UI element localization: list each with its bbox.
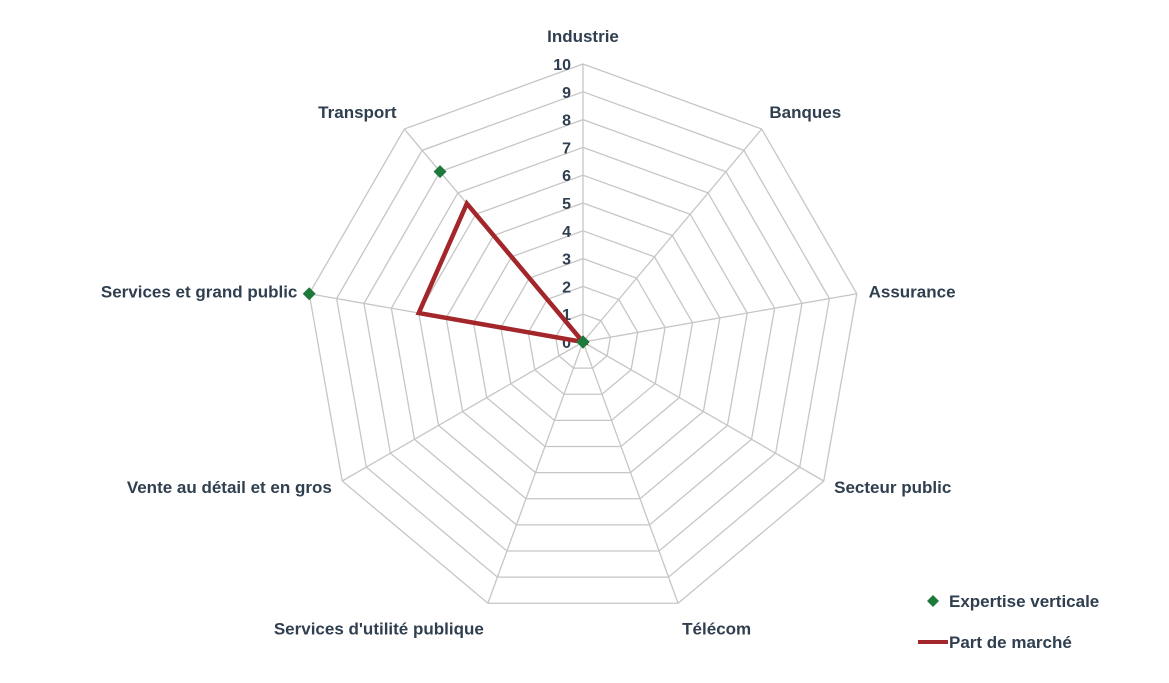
series-marker-0-7 [302,287,316,301]
series-layer [302,165,590,349]
grid-ring-3 [500,257,666,422]
tick-label-7: 7 [562,140,571,157]
legend-item-part-de-marche: Part de marché [918,633,1072,652]
grid-ring-5 [445,202,721,474]
grid-ring-8 [363,118,803,552]
category-label-3: Secteur public [834,478,951,497]
spoke-5 [487,341,584,604]
tick-label-0: 0 [562,335,571,352]
series-marker-0-8 [433,165,447,179]
radial-axis-ticks: 0 1 2 3 4 5 6 7 8 9 10 [553,57,571,352]
tick-label-5: 5 [562,196,571,213]
category-label-8: Transport [318,103,397,122]
tick-label-6: 6 [562,168,571,185]
category-label-5: Services d'utilité publique [274,620,484,639]
legend-item-expertise: Expertise verticale [927,592,1099,611]
tick-label-10: 10 [553,57,571,74]
series-marker-0-6 [576,335,590,349]
legend: Expertise verticale Part de marché [918,592,1099,652]
grid-ring-9 [335,91,831,578]
radar-grid [308,63,858,604]
tick-label-1: 1 [562,307,571,324]
category-labels: Industrie Banques Assurance Secteur public T… [101,27,956,639]
grid-ring-1 [554,313,612,369]
category-label-0: Industrie [547,27,619,46]
grid-ring-6 [418,174,748,500]
spoke-1 [582,128,763,343]
spoke-6 [341,341,584,482]
legend-diamond-marker [927,595,939,607]
tick-label-9: 9 [562,85,571,102]
grid-ring-2 [527,285,639,395]
category-label-6: Vente au détail et en gros [127,478,332,497]
spoke-4 [582,341,679,604]
spoke-3 [582,341,825,482]
legend-label-part-de-marche: Part de marché [949,633,1072,652]
spoke-2 [582,293,857,343]
tick-label-2: 2 [562,279,571,296]
tick-label-4: 4 [562,224,571,241]
category-label-2: Assurance [869,283,956,302]
grid-ring-10 [308,63,858,604]
category-label-1: Banques [769,103,841,122]
category-label-4: Télécom [682,620,751,639]
grid-ring-7 [390,146,776,526]
tick-label-8: 8 [562,113,571,130]
series-line-1 [415,199,589,346]
tick-label-3: 3 [562,252,571,269]
grid-ring-4 [472,230,694,448]
category-label-7: Services et grand public [101,283,298,302]
legend-label-expertise: Expertise verticale [949,592,1099,611]
